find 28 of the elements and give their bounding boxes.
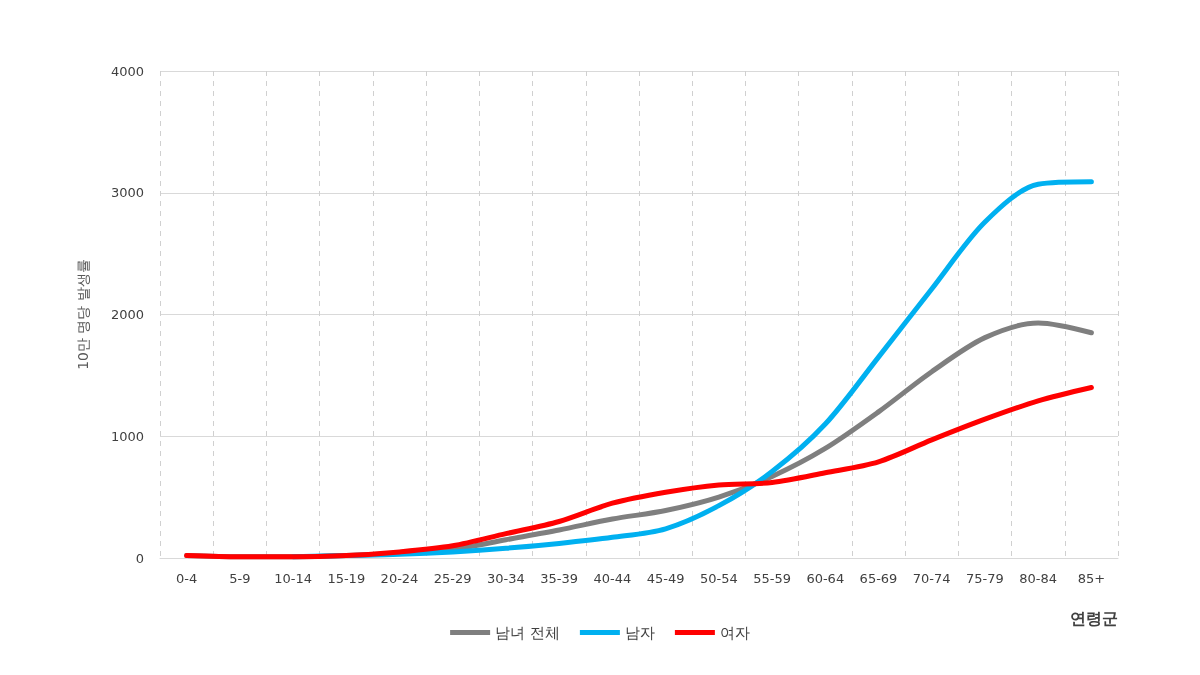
x-tick-label: 65-69: [859, 571, 898, 586]
x-tick-label: 70-74: [912, 571, 951, 586]
x-tick-label: 40-44: [593, 571, 632, 586]
x-tick-label: 55-59: [753, 571, 791, 586]
x-tick-label: 85+: [1077, 571, 1106, 586]
y-tick-label: 3000: [110, 185, 144, 201]
x-tick-label: 60-64: [806, 571, 845, 586]
x-tick-label: 75-79: [966, 571, 1004, 586]
legend-label: 여자: [719, 623, 750, 642]
y-tick-label: 0: [135, 550, 144, 566]
x-tick-label: 25-29: [433, 571, 472, 586]
y-tick-label: 2000: [110, 307, 144, 322]
legend-label: 남녀 전체: [495, 623, 560, 642]
y-tick-label: 1000: [110, 428, 144, 444]
x-tick-label: 15-19: [327, 571, 366, 586]
x-tick-label: 10-14: [274, 571, 312, 586]
y-tick-label: 4000: [110, 63, 144, 79]
y-axis-title: 10만 명당 발생률: [75, 259, 91, 370]
x-tick-label: 5-9: [229, 571, 251, 586]
x-axis-title: 연령군: [1070, 608, 1118, 628]
x-tick-label: 50-54: [699, 571, 738, 586]
x-tick-label: 45-49: [646, 571, 685, 586]
legend-label: 남자: [624, 623, 655, 642]
x-tick-label: 30-34: [487, 571, 525, 586]
x-tick-label: 20-24: [380, 571, 419, 586]
x-tick-label: 35-39: [540, 571, 579, 586]
x-tick-label: 80-84: [1019, 571, 1058, 586]
x-tick-label: 0-4: [175, 571, 198, 586]
